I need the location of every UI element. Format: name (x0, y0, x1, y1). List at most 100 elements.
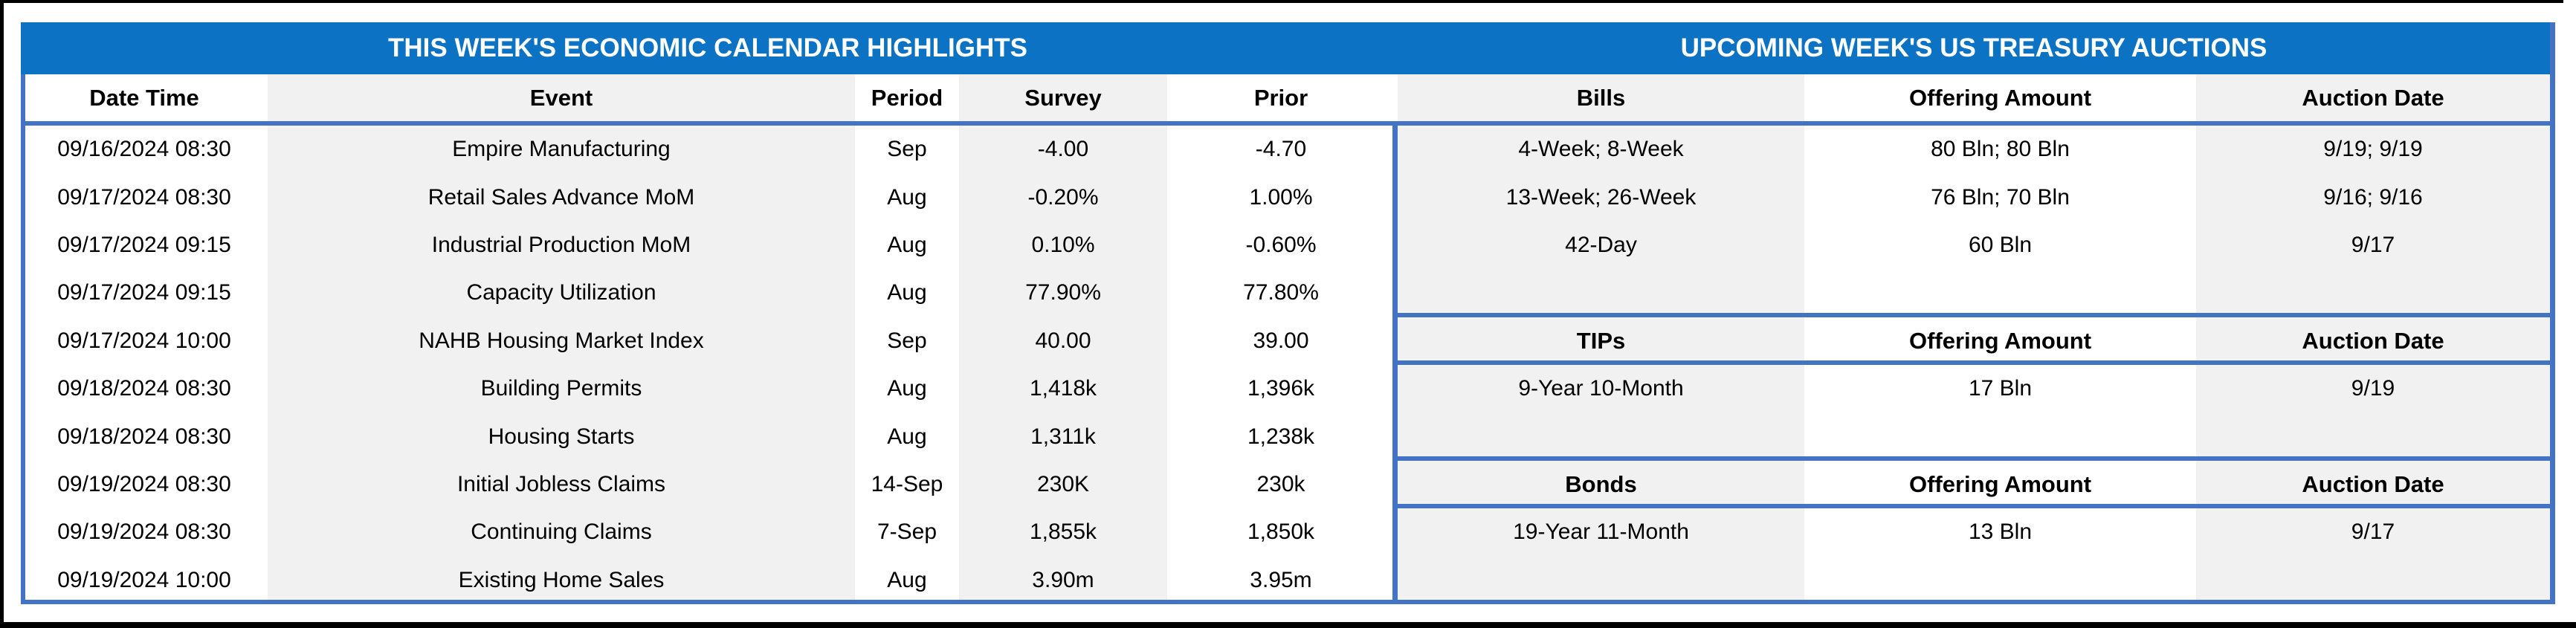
section-header-auction-date: Auction Date (2196, 317, 2550, 365)
section-header-tips: TIPs (1398, 317, 1804, 365)
bonds-header-bottom-line (1392, 504, 2555, 508)
cell-prior: 1,238k (1167, 412, 1395, 461)
cell-date-time: 09/19/2024 08:30 (21, 508, 268, 557)
cell-event: Capacity Utilization (268, 269, 855, 317)
table-border-left (21, 74, 25, 604)
cell-period: 7-Sep (855, 508, 959, 557)
cell-offering-amount (1804, 412, 2196, 461)
cell-auction-date: 9/16; 9/16 (2196, 173, 2550, 221)
cell-offering-amount (1804, 556, 2196, 604)
cell-period: Aug (855, 364, 959, 413)
cell-survey: 1,418k (959, 364, 1167, 413)
cell-event: Initial Jobless Claims (268, 460, 855, 509)
col-header-event: Event (268, 74, 855, 121)
cell-survey: -4.00 (959, 126, 1167, 174)
col-header-date-time: Date Time (21, 74, 268, 121)
table-border-bottom (21, 600, 2555, 604)
cell-bill-instrument (1398, 269, 1804, 317)
table-body: 09/16/2024 08:30 Empire Manufacturing Se… (21, 126, 2550, 604)
cell-prior: 1,850k (1167, 508, 1395, 557)
cell-date-time: 09/19/2024 10:00 (21, 556, 268, 604)
section-header-bonds: Bonds (1398, 460, 1804, 509)
cell-survey: 77.90% (959, 269, 1167, 317)
section-header-offering-amount: Offering Amount (1804, 460, 2196, 509)
cell-event: Continuing Claims (268, 508, 855, 557)
section-header-offering-amount: Offering Amount (1804, 317, 2196, 365)
cell-tips-instrument: 9-Year 10-Month (1398, 364, 1804, 413)
cell-auction-date: 9/19 (2196, 364, 2550, 413)
table-row: 09/18/2024 08:30 Housing Starts Aug 1,31… (21, 412, 2550, 461)
cell-bill-instrument: 4-Week; 8-Week (1398, 126, 1804, 174)
cell-prior: 77.80% (1167, 269, 1395, 317)
cell-survey: 1,855k (959, 508, 1167, 557)
cell-auction-date (2196, 556, 2550, 604)
cell-period: Sep (855, 317, 959, 365)
table-row: 09/17/2024 09:15 Capacity Utilization Au… (21, 269, 2550, 317)
header-separator-line (21, 121, 2555, 126)
calendar-title: THIS WEEK'S ECONOMIC CALENDAR HIGHLIGHTS (388, 33, 1027, 62)
cell-event: Housing Starts (268, 412, 855, 461)
cell-auction-date: 9/17 (2196, 221, 2550, 270)
cell-survey: 0.10% (959, 221, 1167, 270)
cell-date-time: 09/18/2024 08:30 (21, 412, 268, 461)
cell-period: Aug (855, 269, 959, 317)
bills-section-bottom-line (1392, 313, 2555, 317)
cell-date-time: 09/18/2024 08:30 (21, 364, 268, 413)
table-row: 09/19/2024 08:30 Initial Jobless Claims … (21, 460, 2550, 509)
table-row: 09/19/2024 08:30 Continuing Claims 7-Sep… (21, 508, 2550, 557)
cell-prior: -4.70 (1167, 126, 1395, 174)
col-header-auction-date: Auction Date (2196, 74, 2550, 121)
outer-frame-bottom (0, 622, 2576, 628)
table-row: 09/17/2024 08:30 Retail Sales Advance Mo… (21, 173, 2550, 221)
cell-event: Building Permits (268, 364, 855, 413)
cell-period: Aug (855, 221, 959, 270)
col-header-bills: Bills (1398, 74, 1804, 121)
cell-date-time: 09/17/2024 09:15 (21, 269, 268, 317)
col-header-survey: Survey (959, 74, 1167, 121)
cell-date-time: 09/16/2024 08:30 (21, 126, 268, 174)
cell-event: NAHB Housing Market Index (268, 317, 855, 365)
table-row: 09/17/2024 09:15 Industrial Production M… (21, 221, 2550, 270)
table-row: 09/16/2024 08:30 Empire Manufacturing Se… (21, 126, 2550, 174)
table-row: 09/18/2024 08:30 Building Permits Aug 1,… (21, 364, 2550, 413)
cell-survey: 40.00 (959, 317, 1167, 365)
cell-prior: 39.00 (1167, 317, 1395, 365)
cell-auction-date: 9/19; 9/19 (2196, 126, 2550, 174)
cell-period: Sep (855, 126, 959, 174)
report-content: THIS WEEK'S ECONOMIC CALENDAR HIGHLIGHTS… (21, 22, 2555, 604)
col-header-offering-amount: Offering Amount (1804, 74, 2196, 121)
cell-event: Empire Manufacturing (268, 126, 855, 174)
cell-prior: 1,396k (1167, 364, 1395, 413)
tips-section-bottom-line (1392, 456, 2555, 461)
col-header-period: Period (855, 74, 959, 121)
cell-auction-date (2196, 269, 2550, 317)
cell-bond-instrument: 19-Year 11-Month (1398, 508, 1804, 557)
table-row: 09/17/2024 10:00 NAHB Housing Market Ind… (21, 317, 2550, 365)
cell-tips-instrument (1398, 412, 1804, 461)
cell-offering-amount: 17 Bln (1804, 364, 2196, 413)
cell-period: 14-Sep (855, 460, 959, 509)
cell-offering-amount: 76 Bln; 70 Bln (1804, 173, 2196, 221)
auctions-title: UPCOMING WEEK'S US TREASURY AUCTIONS (1680, 33, 2267, 62)
cell-survey: -0.20% (959, 173, 1167, 221)
col-header-prior: Prior (1167, 74, 1395, 121)
cell-offering-amount: 80 Bln; 80 Bln (1804, 126, 2196, 174)
cell-bond-instrument (1398, 556, 1804, 604)
column-header-row: Date Time Event Period Survey Prior Bill… (21, 74, 2550, 121)
cell-period: Aug (855, 556, 959, 604)
cell-offering-amount: 60 Bln (1804, 221, 2196, 270)
cell-event: Industrial Production MoM (268, 221, 855, 270)
outer-frame-left (0, 0, 4, 628)
outer-frame-top (0, 0, 2563, 3)
cell-event: Existing Home Sales (268, 556, 855, 604)
cell-event: Retail Sales Advance MoM (268, 173, 855, 221)
cell-prior: 1.00% (1167, 173, 1395, 221)
cell-survey: 3.90m (959, 556, 1167, 604)
cell-prior: 230k (1167, 460, 1395, 509)
section-header-auction-date: Auction Date (2196, 460, 2550, 509)
table-gap (1395, 74, 1398, 121)
title-bar: THIS WEEK'S ECONOMIC CALENDAR HIGHLIGHTS… (21, 22, 2550, 74)
cell-auction-date: 9/17 (2196, 508, 2550, 557)
cell-survey: 230K (959, 460, 1167, 509)
